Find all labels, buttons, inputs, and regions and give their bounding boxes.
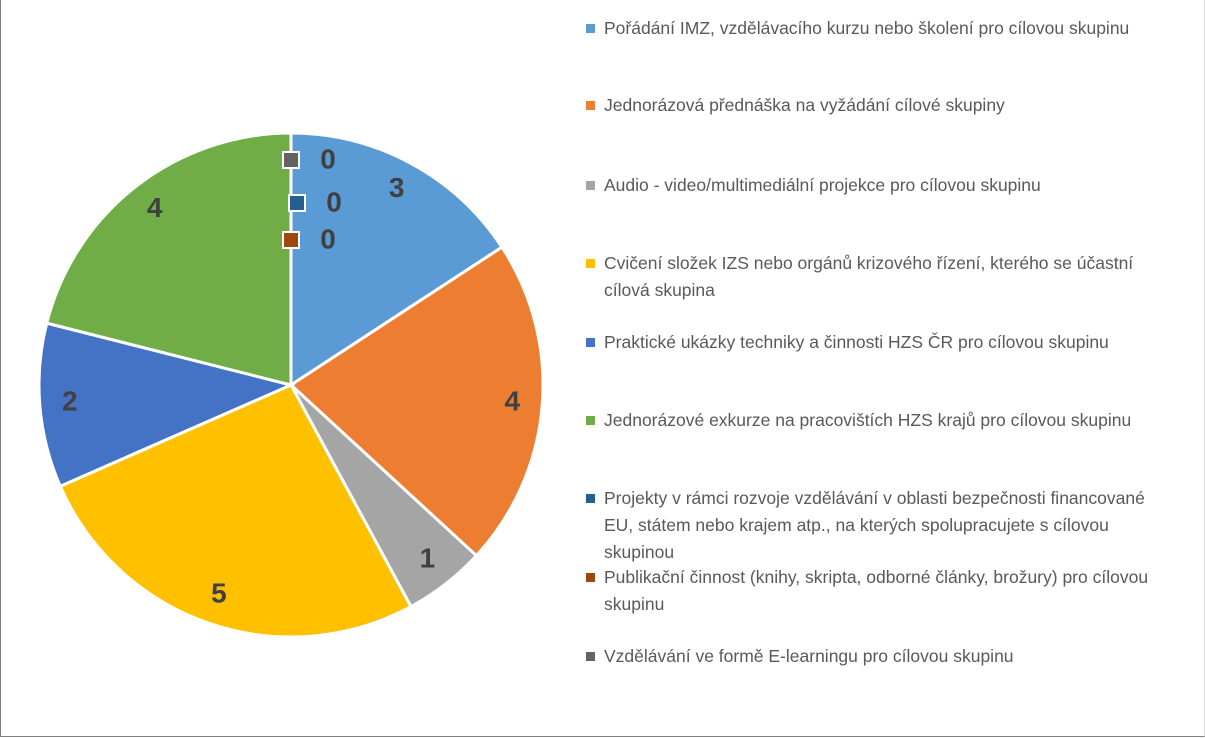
data-label: 4 xyxy=(147,192,163,223)
data-label: 0 xyxy=(320,223,336,254)
pie-slice xyxy=(37,321,296,489)
legend-key xyxy=(586,338,595,347)
legend-key xyxy=(586,259,595,268)
legend-item: Audio - video/multimediální projekce pro… xyxy=(586,172,1176,199)
pie-area: 3 4 1 5 2 4 0 0 0 xyxy=(37,131,545,639)
data-label: 0 xyxy=(320,143,336,174)
data-label: 5 xyxy=(211,577,227,608)
data-label: 1 xyxy=(420,543,436,574)
legend-item: Praktické ukázky techniky a činnosti HZS… xyxy=(586,329,1176,356)
legend-label: Praktické ukázky techniky a činnosti HZS… xyxy=(604,332,1109,352)
legend-label: Pořádání IMZ, vzdělávacího kurzu nebo šk… xyxy=(604,18,1130,38)
legend-label: Publikační činnost (knihy, skripta, odbo… xyxy=(604,567,1149,614)
legend-item: Publikační činnost (knihy, skripta, odbo… xyxy=(586,564,1176,618)
pie-slice xyxy=(289,131,505,388)
label-key xyxy=(288,194,306,212)
legend-key xyxy=(586,416,595,425)
label-key xyxy=(282,151,300,169)
legend-key xyxy=(586,181,595,190)
data-label: 2 xyxy=(62,386,78,417)
legend-label: Projekty v rámci rozvoje vzdělávání v ob… xyxy=(604,488,1145,562)
legend-item: Pořádání IMZ, vzdělávacího kurzu nebo šk… xyxy=(586,15,1176,42)
data-label: 4 xyxy=(504,386,520,417)
label-key xyxy=(282,231,300,249)
data-label: 3 xyxy=(389,172,405,203)
legend-item: Cvičení složek IZS nebo orgánů krizového… xyxy=(586,250,1176,304)
legend-label: Cvičení složek IZS nebo orgánů krizového… xyxy=(604,253,1134,300)
pie-slice xyxy=(288,245,545,558)
legend-item: Jednorázová přednáška na vyžádání cílové… xyxy=(586,92,1176,119)
data-label: 0 xyxy=(326,186,342,217)
legend-label: Vzdělávání ve formě E-learningu pro cílo… xyxy=(604,646,1014,666)
legend-key xyxy=(586,573,595,582)
legend-item: Projekty v rámci rozvoje vzdělávání v ob… xyxy=(586,485,1176,566)
legend-key xyxy=(586,24,595,33)
legend-item: Jednorázové exkurze na pracovištích HZS … xyxy=(586,407,1176,434)
legend-item: Vzdělávání ve formě E-learningu pro cílo… xyxy=(586,643,1176,670)
legend-label: Audio - video/multimediální projekce pro… xyxy=(604,175,1041,195)
legend-key xyxy=(586,101,595,110)
legend-label: Jednorázová přednáška na vyžádání cílové… xyxy=(604,95,1005,115)
legend-label: Jednorázové exkurze na pracovištích HZS … xyxy=(604,410,1132,430)
legend-key xyxy=(586,494,595,503)
legend-key xyxy=(586,652,595,661)
pie-slice xyxy=(44,131,293,387)
